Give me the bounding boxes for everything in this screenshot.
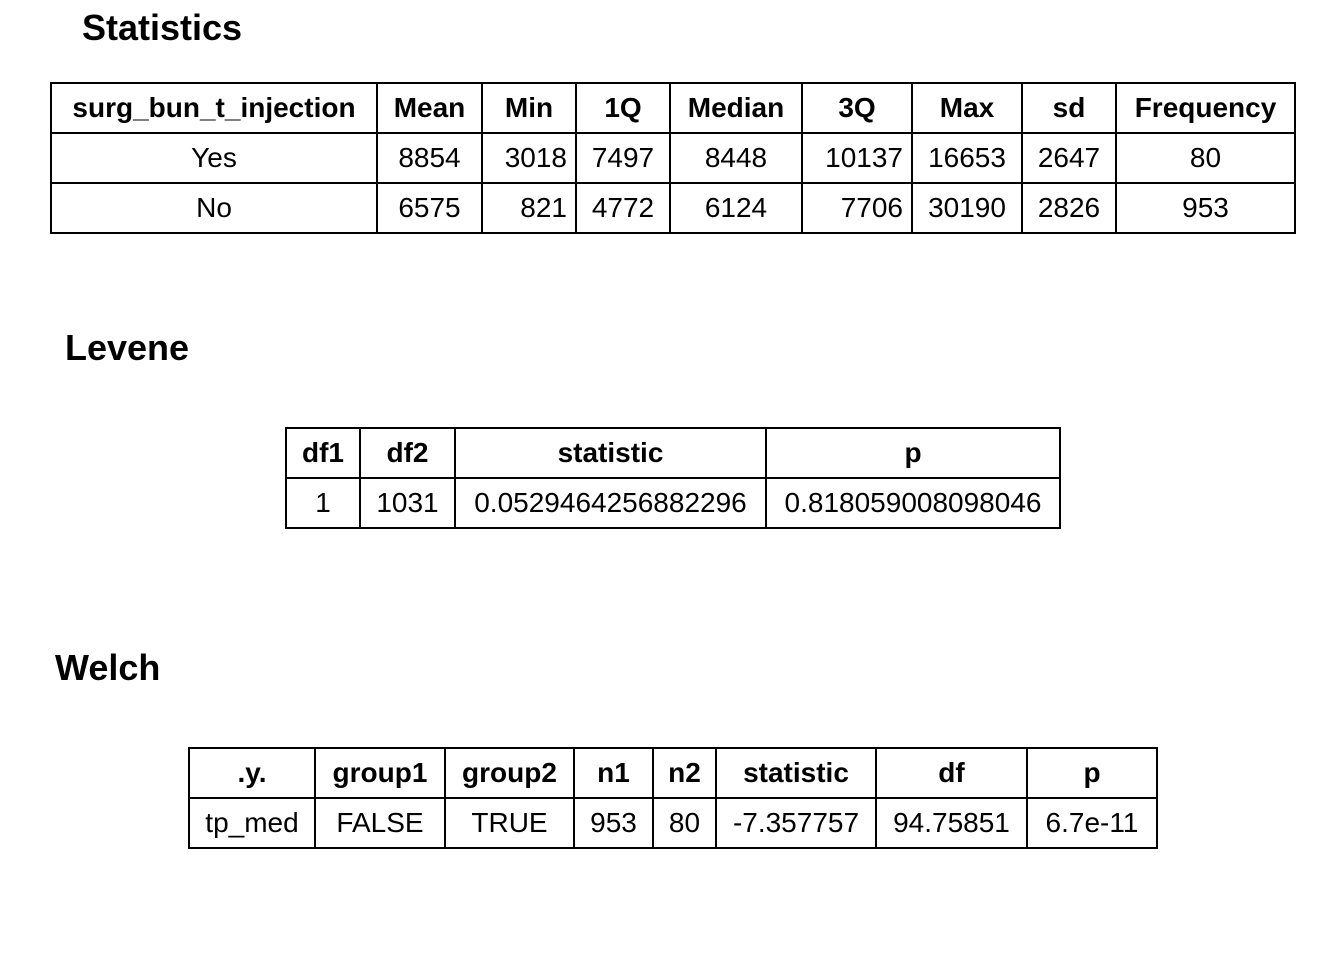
table-cell: 10137 (801, 132, 913, 184)
column-header: statistic (454, 427, 767, 479)
table-cell: 2826 (1021, 182, 1117, 234)
table-cell: -7.357757 (715, 797, 877, 849)
column-header: Median (669, 82, 803, 134)
levene-table: df1 df2 statistic p 1 1031 0.05294642568… (285, 427, 1061, 529)
column-header: n2 (652, 747, 717, 799)
column-header: n1 (573, 747, 654, 799)
column-header: 1Q (575, 82, 671, 134)
table-cell: No (50, 182, 378, 234)
column-header: p (1026, 747, 1158, 799)
statistics-title: Statistics (82, 7, 243, 48)
column-header: 3Q (801, 82, 913, 134)
table-cell: TRUE (444, 797, 575, 849)
column-header: .y. (188, 747, 316, 799)
table-cell: 2647 (1021, 132, 1117, 184)
table-row: No 6575 821 4772 6124 7706 30190 2826 95… (50, 182, 1296, 234)
column-header: group2 (444, 747, 575, 799)
table-cell: FALSE (314, 797, 446, 849)
statistics-header-row: surg_bun_t_injection Mean Min 1Q Median … (50, 82, 1296, 134)
column-header: statistic (715, 747, 877, 799)
table-row: tp_med FALSE TRUE 953 80 -7.357757 94.75… (188, 797, 1158, 849)
table-row: 1 1031 0.0529464256882296 0.818059008098… (285, 477, 1061, 529)
table-cell: 6575 (376, 182, 483, 234)
column-header: Mean (376, 82, 483, 134)
table-cell: 0.0529464256882296 (454, 477, 767, 529)
column-header: group1 (314, 747, 446, 799)
table-cell: 80 (652, 797, 717, 849)
table-cell: 8448 (669, 132, 803, 184)
column-header: Min (481, 82, 577, 134)
table-cell: 4772 (575, 182, 671, 234)
table-cell: 6.7e-11 (1026, 797, 1158, 849)
table-cell: 16653 (911, 132, 1023, 184)
column-header: df1 (285, 427, 361, 479)
table-cell: 953 (1115, 182, 1296, 234)
table-cell: 953 (573, 797, 654, 849)
table-cell: 94.75851 (875, 797, 1028, 849)
levene-title: Levene (65, 327, 190, 368)
column-header: surg_bun_t_injection (50, 82, 378, 134)
levene-header-row: df1 df2 statistic p (285, 427, 1061, 479)
table-cell: 80 (1115, 132, 1296, 184)
table-cell: 821 (481, 182, 577, 234)
welch-header-row: .y. group1 group2 n1 n2 statistic df p (188, 747, 1158, 799)
column-header: sd (1021, 82, 1117, 134)
column-header: df (875, 747, 1028, 799)
column-header: Frequency (1115, 82, 1296, 134)
table-cell: 8854 (376, 132, 483, 184)
table-cell: 6124 (669, 182, 803, 234)
column-header: Max (911, 82, 1023, 134)
column-header: p (765, 427, 1061, 479)
statistics-table: surg_bun_t_injection Mean Min 1Q Median … (50, 82, 1296, 234)
table-row: Yes 8854 3018 7497 8448 10137 16653 2647… (50, 132, 1296, 184)
welch-title: Welch (55, 647, 161, 688)
table-cell: 30190 (911, 182, 1023, 234)
welch-table: .y. group1 group2 n1 n2 statistic df p t… (188, 747, 1158, 849)
column-header: df2 (359, 427, 456, 479)
table-cell: 3018 (481, 132, 577, 184)
table-cell: Yes (50, 132, 378, 184)
table-cell: 7497 (575, 132, 671, 184)
table-cell: 1 (285, 477, 361, 529)
table-cell: 0.818059008098046 (765, 477, 1061, 529)
table-cell: tp_med (188, 797, 316, 849)
table-cell: 1031 (359, 477, 456, 529)
table-cell: 7706 (801, 182, 913, 234)
